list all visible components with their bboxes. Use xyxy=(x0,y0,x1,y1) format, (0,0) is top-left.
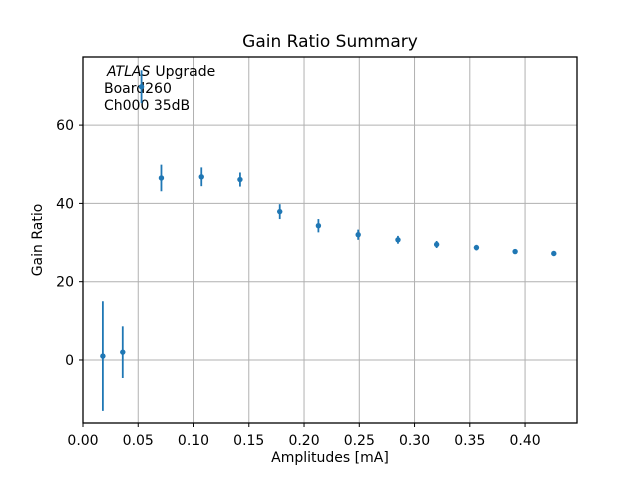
data-point xyxy=(473,244,480,251)
x-tick-label: 0.05 xyxy=(123,433,154,449)
y-tick-label: 60 xyxy=(56,118,74,134)
data-point xyxy=(158,175,165,181)
data-series xyxy=(100,70,557,411)
annotation-block: ATLAS Upgrade Board260 Ch000 35dB xyxy=(104,64,215,114)
chart-title: Gain Ratio Summary xyxy=(242,32,418,52)
data-point xyxy=(433,241,440,248)
x-tick-label: 0.25 xyxy=(344,433,375,449)
data-point xyxy=(100,353,106,359)
gain-ratio-points xyxy=(100,70,557,411)
x-tick-label: 0.00 xyxy=(67,433,98,449)
y-tick-label: 0 xyxy=(65,353,74,369)
gridlines xyxy=(82,57,577,423)
data-point xyxy=(551,250,557,257)
y-axis-label: Gain Ratio xyxy=(30,204,46,277)
data-point xyxy=(395,237,401,243)
x-tick-label: 0.20 xyxy=(288,433,319,449)
annotation-experiment: ATLAS xyxy=(106,64,150,80)
y-tick-label: 40 xyxy=(56,196,74,212)
annotation-line-2: Board260 xyxy=(104,81,172,97)
data-point xyxy=(237,176,243,183)
x-tick-label: 0.10 xyxy=(178,433,209,449)
annotation-line-1: ATLAS Upgrade xyxy=(106,64,215,80)
annotation-upgrade: Upgrade xyxy=(155,64,215,80)
data-point xyxy=(198,174,204,180)
data-point xyxy=(120,349,126,355)
data-point xyxy=(277,208,283,215)
data-point xyxy=(315,223,322,229)
x-tick-label: 0.35 xyxy=(454,433,485,449)
plot-border xyxy=(82,56,578,424)
data-point xyxy=(138,84,145,90)
x-tick-label: 0.30 xyxy=(399,433,430,449)
axis-tick-labels: 0.00 0.05 0.10 0.15 0.20 0.25 0.30 0.35 0.40 0 20 4… xyxy=(56,118,540,449)
annotation-line-3: Ch000 35dB xyxy=(104,98,190,114)
y-tick-label: 20 xyxy=(56,275,74,291)
x-tick-label: 0.15 xyxy=(233,433,264,449)
x-axis-label: Amplitudes [mA] xyxy=(271,450,389,466)
x-tick-label: 0.40 xyxy=(509,433,540,449)
data-point xyxy=(512,248,518,255)
data-point xyxy=(355,232,361,238)
axis-ticks xyxy=(79,124,526,427)
